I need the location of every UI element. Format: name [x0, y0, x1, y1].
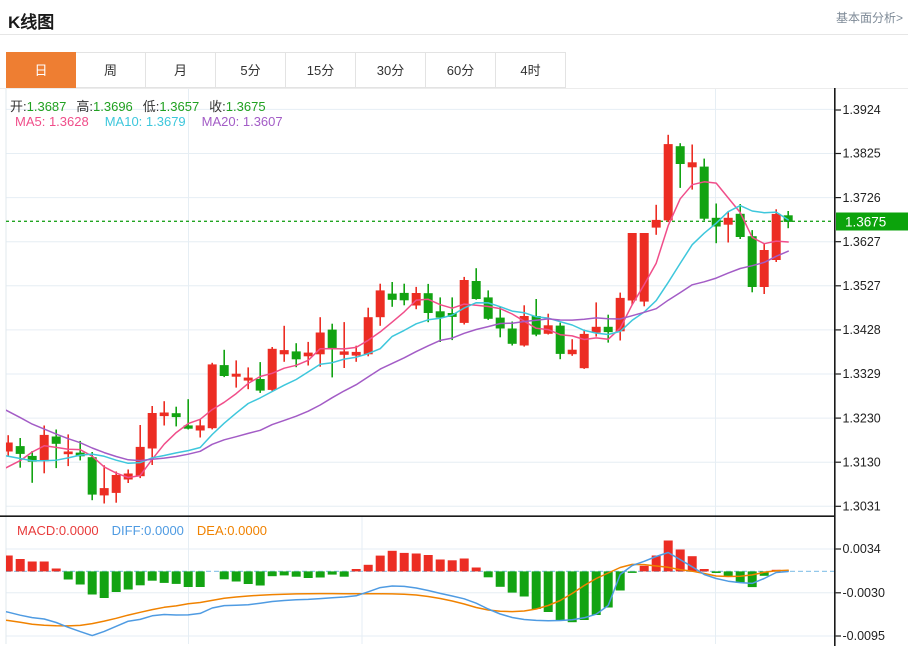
svg-text:1.3031: 1.3031 — [843, 500, 881, 514]
svg-text:1.3675: 1.3675 — [845, 215, 886, 230]
svg-text:1.3329: 1.3329 — [843, 367, 881, 381]
svg-text:1.3924: 1.3924 — [843, 103, 881, 117]
svg-text:-0.0095: -0.0095 — [843, 629, 885, 643]
svg-text:1.3726: 1.3726 — [843, 191, 881, 205]
svg-text:1.3428: 1.3428 — [843, 323, 881, 337]
svg-text:1.3825: 1.3825 — [843, 147, 881, 161]
svg-text:0.0034: 0.0034 — [843, 542, 881, 556]
svg-text:1.3230: 1.3230 — [843, 411, 881, 425]
svg-text:-0.0030: -0.0030 — [843, 586, 885, 600]
svg-text:1.3627: 1.3627 — [843, 235, 881, 249]
svg-text:1.3527: 1.3527 — [843, 279, 881, 293]
svg-text:1.3130: 1.3130 — [843, 455, 881, 469]
